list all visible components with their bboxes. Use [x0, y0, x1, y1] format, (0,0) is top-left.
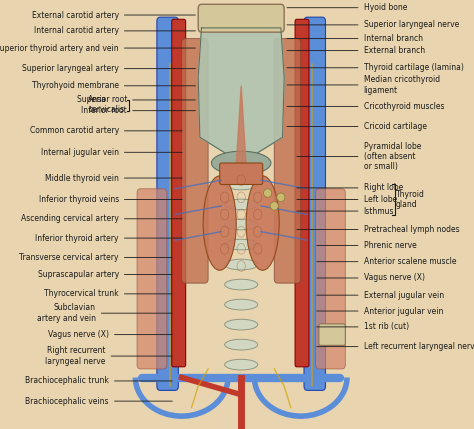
Text: Isthmus: Isthmus	[297, 207, 394, 215]
Ellipse shape	[225, 339, 258, 350]
FancyBboxPatch shape	[316, 189, 346, 369]
Polygon shape	[198, 28, 284, 163]
Ellipse shape	[225, 319, 258, 330]
Text: Brachiocephalic trunk: Brachiocephalic trunk	[25, 377, 172, 385]
FancyBboxPatch shape	[76, 0, 407, 429]
FancyBboxPatch shape	[137, 189, 167, 369]
Text: Anterior jugular vein: Anterior jugular vein	[317, 307, 443, 315]
Text: Left recurrent laryngeal nerve: Left recurrent laryngeal nerve	[317, 342, 474, 351]
Text: External jugular vein: External jugular vein	[317, 291, 444, 299]
Text: Thyrohyoid membrane: Thyrohyoid membrane	[32, 82, 195, 90]
Text: Pretracheal lymph nodes: Pretracheal lymph nodes	[297, 225, 459, 234]
Ellipse shape	[225, 219, 258, 230]
Text: Superior thyroid artery and vein: Superior thyroid artery and vein	[0, 44, 195, 52]
Ellipse shape	[225, 239, 258, 250]
Ellipse shape	[277, 193, 285, 202]
FancyBboxPatch shape	[295, 19, 309, 367]
Text: Common carotid artery: Common carotid artery	[29, 127, 182, 135]
Text: Right lobe: Right lobe	[297, 184, 403, 192]
Text: Internal jugular vein: Internal jugular vein	[41, 148, 182, 157]
Text: 1st rib (cut): 1st rib (cut)	[317, 323, 409, 331]
Text: Median cricothyroid
ligament: Median cricothyroid ligament	[287, 75, 440, 95]
Text: Superior laryngeal nerve: Superior laryngeal nerve	[287, 21, 459, 29]
Text: Thyrocervical trunk: Thyrocervical trunk	[44, 290, 172, 298]
FancyBboxPatch shape	[219, 163, 263, 184]
Text: Cricothyroid muscles: Cricothyroid muscles	[287, 102, 444, 111]
Polygon shape	[236, 86, 246, 165]
Ellipse shape	[264, 189, 272, 197]
Text: Vagus nerve (X): Vagus nerve (X)	[48, 330, 172, 339]
Text: Suprascapular artery: Suprascapular artery	[37, 270, 172, 279]
Ellipse shape	[203, 176, 236, 270]
Text: Hyoid bone: Hyoid bone	[287, 3, 407, 12]
Ellipse shape	[225, 279, 258, 290]
Text: Superior root: Superior root	[77, 96, 195, 104]
FancyBboxPatch shape	[198, 4, 284, 32]
Ellipse shape	[225, 299, 258, 310]
FancyBboxPatch shape	[274, 39, 301, 283]
Text: Inferior thyroid veins: Inferior thyroid veins	[38, 195, 182, 204]
Text: Internal branch: Internal branch	[287, 34, 422, 43]
Text: Cricoid cartilage: Cricoid cartilage	[287, 122, 427, 131]
FancyBboxPatch shape	[182, 39, 208, 283]
Text: Ascending cervical artery: Ascending cervical artery	[21, 214, 182, 223]
Text: Ansa
cervicalis: Ansa cervicalis	[89, 95, 125, 115]
Ellipse shape	[270, 202, 278, 210]
Text: Superior laryngeal artery: Superior laryngeal artery	[22, 64, 195, 73]
Text: Left lobe: Left lobe	[297, 195, 397, 204]
Text: Inferior thyroid artery: Inferior thyroid artery	[36, 234, 182, 242]
Text: Thyroid
gland: Thyroid gland	[396, 190, 425, 209]
Text: Right recurrent
laryngeal nerve: Right recurrent laryngeal nerve	[45, 346, 172, 366]
Text: Brachiocephalic veins: Brachiocephalic veins	[26, 397, 172, 405]
FancyBboxPatch shape	[304, 17, 326, 390]
Text: External branch: External branch	[287, 46, 425, 55]
FancyBboxPatch shape	[157, 17, 178, 390]
Ellipse shape	[225, 179, 258, 190]
Text: Thyroid cartilage (lamina): Thyroid cartilage (lamina)	[287, 63, 464, 72]
Ellipse shape	[211, 151, 271, 175]
Ellipse shape	[225, 359, 258, 370]
Text: Subclavian
artery and vein: Subclavian artery and vein	[36, 303, 172, 323]
Ellipse shape	[225, 259, 258, 270]
Text: Pyramidal lobe
(often absent
or small): Pyramidal lobe (often absent or small)	[297, 142, 421, 172]
Text: Middle thyroid vein: Middle thyroid vein	[45, 174, 182, 182]
Ellipse shape	[225, 199, 258, 210]
Text: Inferior root: Inferior root	[82, 106, 195, 115]
Text: Phrenic nerve: Phrenic nerve	[317, 241, 416, 250]
Text: Transverse cervical artery: Transverse cervical artery	[19, 253, 172, 262]
Text: External carotid artery: External carotid artery	[32, 11, 195, 19]
Ellipse shape	[246, 176, 279, 270]
FancyBboxPatch shape	[319, 324, 346, 345]
Text: Anterior scalene muscle: Anterior scalene muscle	[317, 257, 456, 266]
Text: Vagus nerve (X): Vagus nerve (X)	[317, 274, 425, 282]
Text: Internal carotid artery: Internal carotid artery	[34, 27, 195, 35]
FancyBboxPatch shape	[172, 19, 186, 367]
